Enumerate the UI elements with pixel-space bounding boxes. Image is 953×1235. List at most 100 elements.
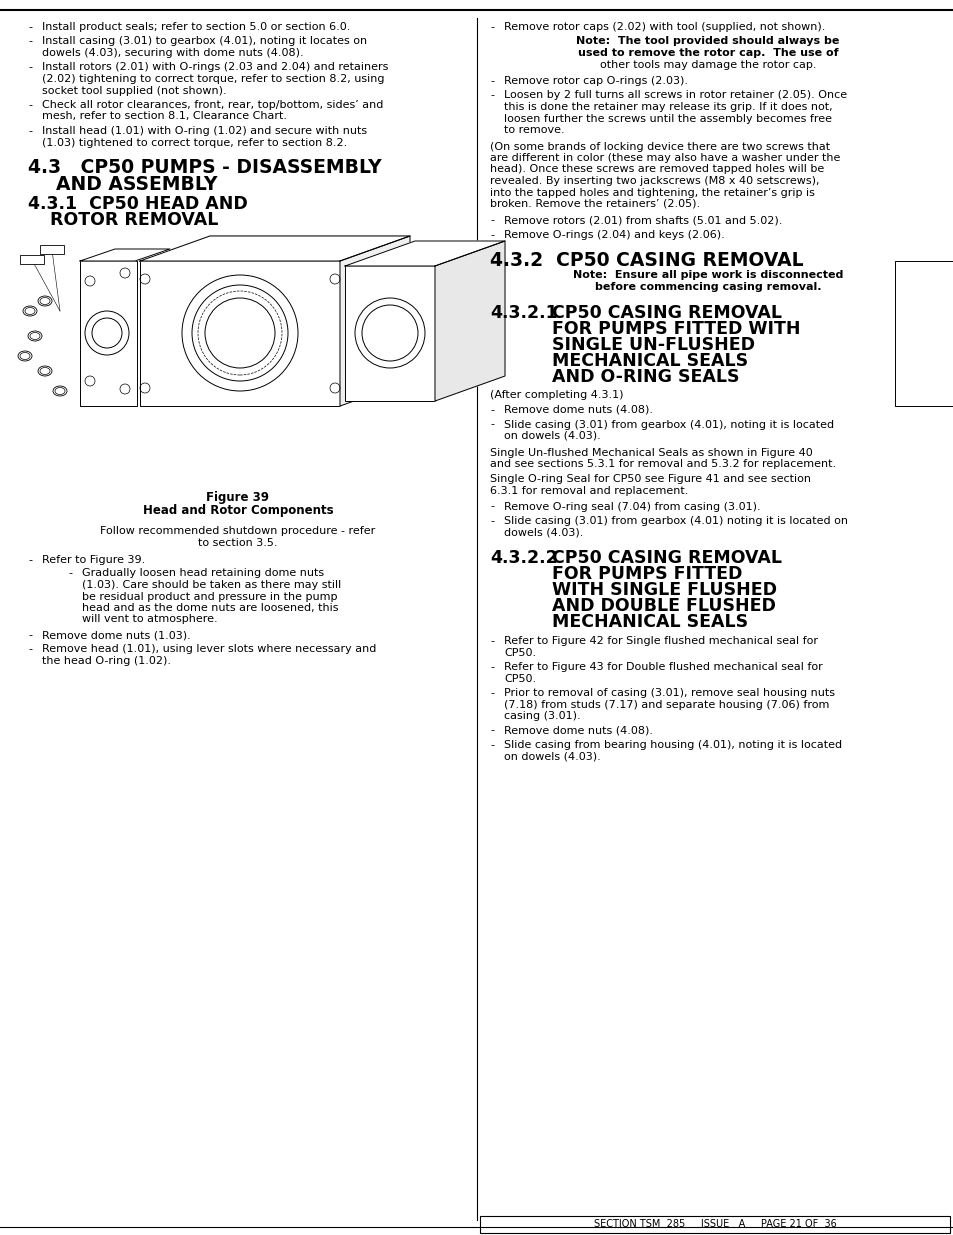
Text: be residual product and pressure in the pump: be residual product and pressure in the … [82,592,337,601]
Text: 6.3.1 for removal and replacement.: 6.3.1 for removal and replacement. [490,487,688,496]
Text: Refer to Figure 43 for Double flushed mechanical seal for: Refer to Figure 43 for Double flushed me… [503,662,821,672]
Text: are different in color (these may also have a washer under the: are different in color (these may also h… [490,153,840,163]
Text: -: - [490,405,494,415]
Text: Remove rotors (2.01) from shafts (5.01 and 5.02).: Remove rotors (2.01) from shafts (5.01 a… [503,215,781,226]
Text: -: - [28,630,32,640]
Text: the head O-ring (1.02).: the head O-ring (1.02). [42,656,171,666]
Text: Remove dome nuts (4.08).: Remove dome nuts (4.08). [503,725,652,736]
Text: Follow recommended shutdown procedure - refer: Follow recommended shutdown procedure - … [100,526,375,536]
Text: -: - [490,230,494,240]
Text: -: - [490,725,494,736]
Text: CP50.: CP50. [503,673,536,683]
Text: -: - [490,22,494,32]
Text: casing (3.01).: casing (3.01). [503,711,580,721]
Text: -: - [28,645,32,655]
Text: dowels (4.03), securing with dome nuts (4.08).: dowels (4.03), securing with dome nuts (… [42,48,303,58]
Text: FOR PUMPS FITTED: FOR PUMPS FITTED [552,564,741,583]
Text: -: - [490,516,494,526]
Text: -: - [490,740,494,750]
Text: -: - [28,126,32,136]
Text: -: - [490,77,494,86]
Text: other tools may damage the rotor cap.: other tools may damage the rotor cap. [599,59,816,69]
Polygon shape [140,236,410,261]
Text: Slide casing (3.01) from gearbox (4.01) noting it is located on: Slide casing (3.01) from gearbox (4.01) … [503,516,847,526]
Text: Head and Rotor Components: Head and Rotor Components [143,504,333,517]
Text: (1.03). Care should be taken as there may still: (1.03). Care should be taken as there ma… [82,580,341,590]
Text: and see sections 5.3.1 for removal and 5.3.2 for replacement.: and see sections 5.3.1 for removal and 5… [490,459,835,469]
Text: this is done the retainer may release its grip. If it does not,: this is done the retainer may release it… [503,103,832,112]
Text: -: - [28,22,32,32]
Text: Install rotors (2.01) with O-rings (2.03 and 2.04) and retainers: Install rotors (2.01) with O-rings (2.03… [42,63,388,73]
Text: Remove dome nuts (1.03).: Remove dome nuts (1.03). [42,630,191,640]
Text: on dowels (4.03).: on dowels (4.03). [503,431,600,441]
Text: on dowels (4.03).: on dowels (4.03). [503,752,600,762]
Text: -: - [490,501,494,511]
Text: Remove dome nuts (4.08).: Remove dome nuts (4.08). [503,405,652,415]
Text: Note:  Ensure all pipe work is disconnected: Note: Ensure all pipe work is disconnect… [572,270,842,280]
Text: -: - [490,90,494,100]
Text: loosen further the screws until the assembly becomes free: loosen further the screws until the asse… [503,114,831,124]
Bar [345,266,435,401]
Text: (2.02) tightening to correct torque, refer to section 8.2, using: (2.02) tightening to correct torque, ref… [42,74,384,84]
Text: -: - [490,215,494,226]
Text: Remove O-ring seal (7.04) from casing (3.01).: Remove O-ring seal (7.04) from casing (3… [503,501,760,511]
Text: AND O-RING SEALS: AND O-RING SEALS [552,368,739,385]
Text: (1.03) tightened to correct torque, refer to section 8.2.: (1.03) tightened to correct torque, refe… [42,137,347,147]
Text: -: - [490,420,494,430]
Polygon shape [435,241,504,401]
Text: CP50.: CP50. [503,647,536,657]
Text: head and as the dome nuts are loosened, this: head and as the dome nuts are loosened, … [82,603,338,613]
Text: CP50 CASING REMOVAL: CP50 CASING REMOVAL [552,304,781,321]
Text: Refer to Figure 42 for Single flushed mechanical seal for: Refer to Figure 42 for Single flushed me… [503,636,817,646]
Text: 4.3.2.1: 4.3.2.1 [490,304,558,321]
Text: WITH SINGLE FLUSHED: WITH SINGLE FLUSHED [552,580,776,599]
Text: Note:  The tool provided should always be: Note: The tool provided should always be [576,37,839,47]
Text: before commencing casing removal.: before commencing casing removal. [594,282,821,291]
Text: Loosen by 2 full turns all screws in rotor retainer (2.05). Once: Loosen by 2 full turns all screws in rot… [503,90,846,100]
Text: SECTION TSM  285     ISSUE   A     PAGE 21 OF  36: SECTION TSM 285 ISSUE A PAGE 21 OF 36 [593,1219,836,1229]
Text: Single O-ring Seal for CP50 see Figure 41 and see section: Single O-ring Seal for CP50 see Figure 4… [490,474,810,484]
Text: AND DOUBLE FLUSHED: AND DOUBLE FLUSHED [552,597,775,615]
Text: Install product seals; refer to section 5.0 or section 6.0.: Install product seals; refer to section … [42,22,350,32]
Polygon shape [80,249,170,261]
Text: head). Once these screws are removed tapped holes will be: head). Once these screws are removed tap… [490,164,823,174]
Text: will vent to atmosphere.: will vent to atmosphere. [82,615,217,625]
Text: FOR PUMPS FITTED WITH: FOR PUMPS FITTED WITH [552,320,800,337]
Text: into the tapped holes and tightening, the retainer’s grip is: into the tapped holes and tightening, th… [490,188,814,198]
Text: -: - [490,662,494,672]
Text: Remove rotor cap O-rings (2.03).: Remove rotor cap O-rings (2.03). [503,77,687,86]
FancyBboxPatch shape [20,254,44,264]
Bar [140,261,339,406]
Text: AND ASSEMBLY: AND ASSEMBLY [56,175,217,194]
Text: -: - [68,568,71,578]
Text: Refer to Figure 39.: Refer to Figure 39. [42,555,145,564]
Text: (7.18) from studs (7.17) and separate housing (7.06) from: (7.18) from studs (7.17) and separate ho… [503,699,828,709]
Text: 4.3.2  CP50 CASING REMOVAL: 4.3.2 CP50 CASING REMOVAL [490,252,802,270]
Text: Single Un-flushed Mechanical Seals as shown in Figure 40: Single Un-flushed Mechanical Seals as sh… [490,447,812,457]
Text: Prior to removal of casing (3.01), remove seal housing nuts: Prior to removal of casing (3.01), remov… [503,688,834,698]
Text: SINGLE UN-FLUSHED: SINGLE UN-FLUSHED [552,336,754,353]
Text: revealed. By inserting two jackscrews (M8 x 40 setscrews),: revealed. By inserting two jackscrews (M… [490,177,819,186]
Text: 1.03: 1.03 [24,256,40,266]
Text: Install head (1.01) with O-ring (1.02) and secure with nuts: Install head (1.01) with O-ring (1.02) a… [42,126,367,136]
Text: used to remove the rotor cap.  The use of: used to remove the rotor cap. The use of [578,48,838,58]
Text: Gradually loosen head retaining dome nuts: Gradually loosen head retaining dome nut… [82,568,324,578]
Text: dowels (4.03).: dowels (4.03). [503,527,583,537]
Text: to remove.: to remove. [503,125,564,135]
Polygon shape [80,261,135,406]
Text: broken. Remove the retainers’ (2.05).: broken. Remove the retainers’ (2.05). [490,199,700,209]
Text: 4.3.1  CP50 HEAD AND: 4.3.1 CP50 HEAD AND [28,195,248,212]
Text: -: - [28,100,32,110]
Text: mesh, refer to section 8.1, Clearance Chart.: mesh, refer to section 8.1, Clearance Ch… [42,111,287,121]
Text: Remove head (1.01), using lever slots where necessary and: Remove head (1.01), using lever slots wh… [42,645,376,655]
Text: to section 3.5.: to section 3.5. [198,537,277,547]
Text: Check all rotor clearances, front, rear, top/bottom, sides’ and: Check all rotor clearances, front, rear,… [42,100,383,110]
Text: -: - [28,555,32,564]
Polygon shape [339,236,410,406]
Text: -: - [28,63,32,73]
Text: -: - [28,37,32,47]
Bar [479,1216,949,1233]
Text: -: - [490,636,494,646]
Text: -: - [490,688,494,698]
Text: Slide casing from bearing housing (4.01), noting it is located: Slide casing from bearing housing (4.01)… [503,740,841,750]
